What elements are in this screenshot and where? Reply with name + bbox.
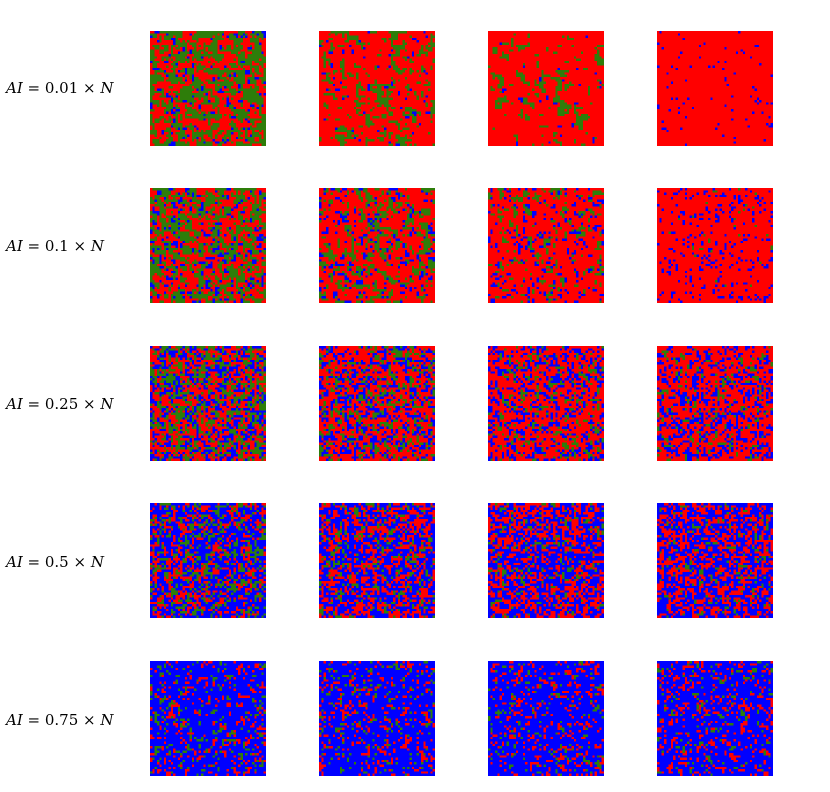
row-label-4: AI = 0.75 × N bbox=[6, 711, 114, 729]
lattice-panel-r0-c3 bbox=[657, 31, 773, 146]
row-label-1: AI = 0.1 × N bbox=[6, 237, 104, 255]
row-label-2: AI = 0.25 × N bbox=[6, 395, 114, 413]
row-label-0: AI = 0.01 × N bbox=[6, 79, 114, 97]
lattice-panel-r0-c2 bbox=[488, 31, 604, 146]
lattice-panel-r3-c1 bbox=[319, 503, 435, 618]
lattice-panel-r2-c1 bbox=[319, 346, 435, 461]
lattice-panel-r1-c1 bbox=[319, 188, 435, 303]
row-label-3: AI = 0.5 × N bbox=[6, 553, 104, 571]
lattice-panel-r4-c0 bbox=[150, 661, 266, 776]
lattice-panel-r2-c3 bbox=[657, 346, 773, 461]
lattice-panel-r1-c0 bbox=[150, 188, 266, 303]
lattice-panel-r2-c0 bbox=[150, 346, 266, 461]
lattice-panel-r3-c3 bbox=[657, 503, 773, 618]
lattice-panel-r4-c2 bbox=[488, 661, 604, 776]
lattice-panel-r0-c0 bbox=[150, 31, 266, 146]
lattice-panel-r0-c1 bbox=[319, 31, 435, 146]
lattice-panel-r3-c0 bbox=[150, 503, 266, 618]
lattice-panel-r4-c1 bbox=[319, 661, 435, 776]
lattice-panel-r4-c3 bbox=[657, 661, 773, 776]
lattice-panel-r3-c2 bbox=[488, 503, 604, 618]
lattice-panel-r1-c3 bbox=[657, 188, 773, 303]
lattice-panel-r2-c2 bbox=[488, 346, 604, 461]
lattice-panel-r1-c2 bbox=[488, 188, 604, 303]
